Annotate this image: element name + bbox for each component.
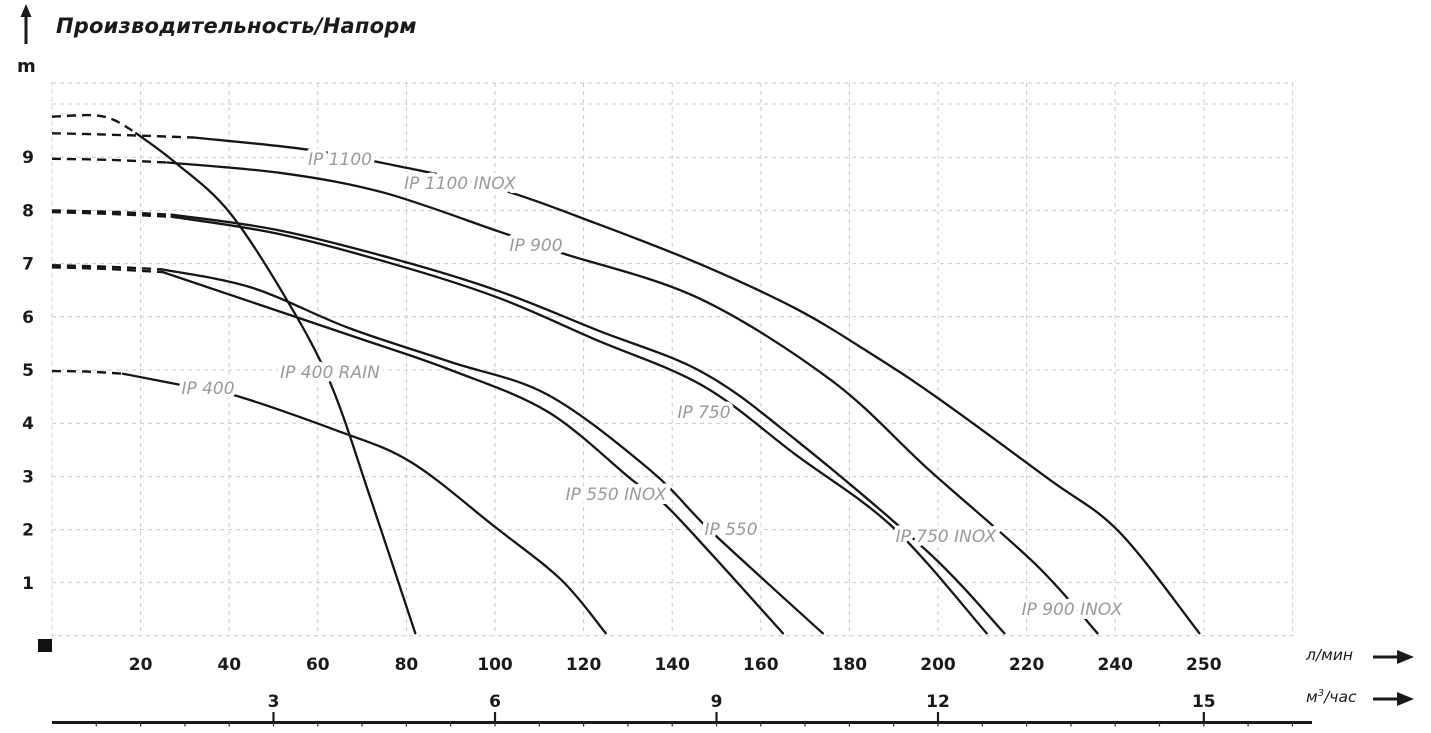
flow-axis-arrow-icon	[1373, 650, 1414, 664]
x-tick-lmin-180: 180	[832, 655, 868, 675]
y-tick-4: 4	[22, 414, 34, 434]
y-tick-1: 1	[22, 574, 34, 594]
curve-label-ip-1100: IP 1100	[308, 150, 372, 170]
volume-axis-arrow-icon	[1373, 692, 1414, 706]
x-tick-lmin-120: 120	[566, 655, 602, 675]
volume-unit-suffix: /час	[1324, 688, 1357, 707]
curve-dashed-head-ip1100	[51, 132, 194, 139]
curve-label-ip-1100-inox: IP 1100 INOX	[404, 174, 516, 194]
y-tick-9: 9	[22, 148, 34, 168]
curve-label-ip-400: IP 400	[181, 379, 234, 399]
curve-ip1100	[192, 136, 1201, 635]
x-tick-lmin-100: 100	[477, 655, 513, 675]
curve-dashed-head-ip750inox	[51, 210, 172, 218]
curve-label-ip-900-inox: IP 900 INOX	[1022, 600, 1123, 620]
y-tick-7: 7	[22, 255, 34, 275]
y-tick-3: 3	[22, 467, 34, 487]
x-tick-lmin-220: 220	[1009, 655, 1045, 675]
x-tick-m3h-9: 9	[711, 692, 723, 712]
volume-axis-unit: м3/час	[1306, 688, 1356, 706]
volume-unit-prefix: м	[1306, 688, 1318, 707]
x-tick-lmin-240: 240	[1097, 655, 1133, 675]
origin-square-marker	[38, 639, 52, 652]
curve-ip750	[170, 213, 1006, 635]
x-tick-m3h-6: 6	[489, 692, 501, 712]
curve-label-ip-750: IP 750	[677, 403, 730, 423]
x-tick-m3h-15: 15	[1192, 692, 1216, 712]
curve-ip550inox	[161, 270, 785, 635]
y-tick-8: 8	[22, 201, 34, 221]
y-tick-6: 6	[22, 308, 34, 328]
curve-label-ip-550-inox: IP 550 INOX	[566, 485, 667, 505]
curve-dashed-head-ip550inox	[51, 266, 163, 274]
x-tick-lmin-80: 80	[395, 655, 419, 675]
curve-ip750inox	[170, 215, 988, 635]
x-tick-m3h-3: 3	[268, 692, 280, 712]
curve-ip900	[166, 161, 1099, 635]
y-tick-5: 5	[22, 361, 34, 381]
y-axis-arrow-icon	[20, 4, 32, 44]
x-tick-lmin-140: 140	[654, 655, 690, 675]
x-tick-lmin-20: 20	[129, 655, 153, 675]
volume-unit-exponent: 3	[1317, 688, 1325, 699]
page-title: Производительность/Напорм	[56, 14, 417, 38]
flow-unit-text: л/мин	[1306, 646, 1354, 664]
pump-curves	[51, 113, 1201, 635]
x-tick-m3h-12: 12	[926, 692, 950, 712]
curve-dashed-head-ip900	[51, 157, 168, 164]
curve-label-ip-750-inox: IP 750 INOX	[896, 527, 997, 547]
curve-label-ip-550: IP 550	[704, 520, 757, 540]
flow-axis-unit: л/мин	[1306, 646, 1353, 664]
curve-label-ip-900: IP 900	[509, 236, 562, 256]
curve-ip400	[121, 372, 607, 635]
x-tick-lmin-40: 40	[217, 655, 241, 675]
curve-labels: IP 400 RAIN IP 400 IP 550 INOX IP 550 IP 750…	[177, 146, 1126, 624]
curve-ip550	[161, 268, 824, 635]
x-tick-lmin-160: 160	[743, 655, 779, 675]
x-tick-lmin-60: 60	[306, 655, 330, 675]
y-axis-unit-label: m	[17, 56, 36, 77]
curve-label-ip-400-rain: IP 400 RAIN	[280, 363, 380, 383]
grid	[51, 82, 1293, 637]
curve-dashed-head-ip750	[51, 209, 172, 216]
curve-dashed-head-ip400rain	[51, 113, 137, 135]
curve-dashed-head-ip400	[51, 369, 123, 375]
y-tick-2: 2	[22, 521, 34, 541]
x-tick-lmin-200: 200	[920, 655, 956, 675]
x-tick-lmin-250: 250	[1186, 655, 1222, 675]
